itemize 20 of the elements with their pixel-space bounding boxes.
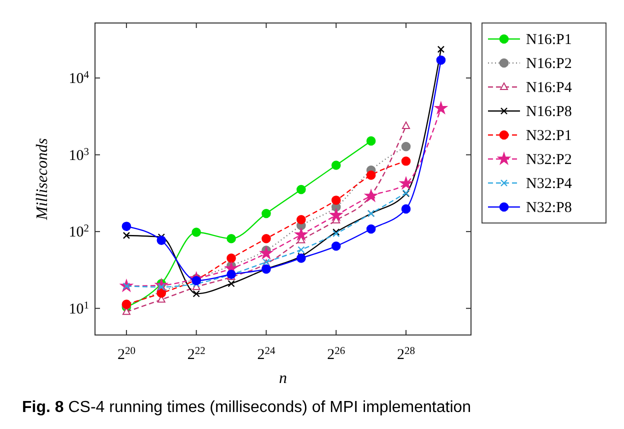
y-tick-label: 10$^{2}$	[68, 223, 89, 241]
legend-label: N32:P2	[526, 152, 572, 168]
y-tick-label: 10$^{4}$	[68, 69, 90, 87]
x-tick-label: 2$^{20}$	[117, 346, 136, 363]
x-tick-label: 2$^{28}$	[397, 346, 416, 363]
legend-label: N16:P1	[526, 32, 572, 48]
y-tick-label: 10$^{1}$	[68, 300, 89, 318]
legend-label: N32:P1	[526, 128, 572, 144]
x-axis-title: n	[279, 370, 287, 387]
legend-label: N16:P2	[526, 56, 572, 72]
legend-label: N32:P4	[526, 176, 572, 192]
x-tick-label: 2$^{26}$	[327, 346, 346, 363]
legend-label: N16:P4	[526, 80, 572, 96]
legend-label: N32:P8	[526, 200, 572, 216]
y-tick-label: 10$^{3}$	[68, 146, 89, 164]
legend-label: N16:P8	[526, 104, 572, 120]
x-tick-label: 2$^{22}$	[187, 346, 206, 363]
y-axis-title: Milliseconds	[34, 138, 51, 221]
x-tick-label: 2$^{24}$	[257, 346, 276, 363]
text: Fig. 8 CS-4 running times (milliseconds) of MPI implementation	[22, 399, 472, 416]
